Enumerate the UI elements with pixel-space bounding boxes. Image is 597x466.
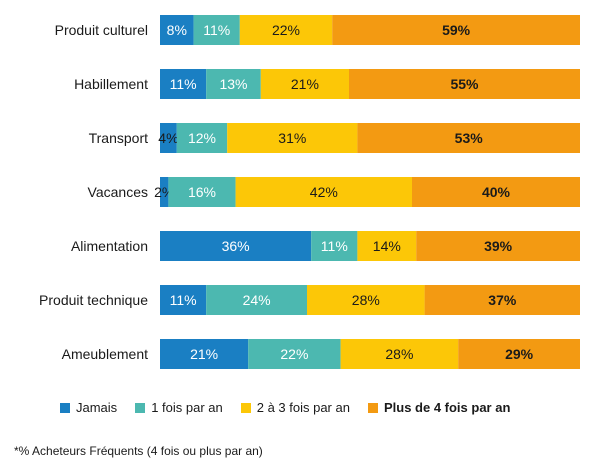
data-label-1-fois-par-an-vacances: 16% <box>188 184 216 200</box>
data-label-1-fois-par-an-produit-culturel: 11% <box>203 22 230 38</box>
category-label-vacances: Vacances <box>88 184 148 200</box>
legend-swatch-2-a-3-fois <box>240 402 251 413</box>
data-label-1-fois-par-an-transport: 12% <box>188 130 216 146</box>
bar-segment-jamais-habillement <box>160 69 207 99</box>
data-label-2-a-3-fois-par-an-alimentation: 14% <box>373 238 401 254</box>
data-label-jamais-alimentation: 36% <box>222 238 250 254</box>
bar-segment-1-fois-par-an-habillement <box>206 69 261 99</box>
data-label-2-a-3-fois-par-an-produit-technique: 28% <box>352 292 380 308</box>
legend-item-jamais: Jamais <box>60 400 117 415</box>
bar-segment-2-a-3-fois-par-an-produit-culturel <box>239 15 333 45</box>
data-label-2-a-3-fois-par-an-transport: 31% <box>278 130 306 146</box>
data-label-1-fois-par-an-produit-technique: 24% <box>243 292 271 308</box>
bar-segment-plus-de-4-fois-par-an-produit-technique <box>424 285 580 315</box>
bar-segment-jamais-alimentation <box>160 231 312 261</box>
data-label-plus-de-4-fois-par-an-produit-technique: 37% <box>488 292 517 308</box>
legend-item-1-fois: 1 fois par an <box>135 400 223 415</box>
bar-segment-plus-de-4-fois-par-an-ameublement <box>458 339 580 369</box>
bar-segment-1-fois-par-an-produit-culturel <box>193 15 240 45</box>
data-label-1-fois-par-an-alimentation: 11% <box>321 238 348 254</box>
data-label-jamais-produit-culturel: 8% <box>167 22 187 38</box>
bar-segment-2-a-3-fois-par-an-habillement <box>260 69 349 99</box>
legend-swatch-plus-de-4-fois <box>367 402 378 413</box>
data-label-plus-de-4-fois-par-an-ameublement: 29% <box>505 346 534 362</box>
bar-segment-plus-de-4-fois-par-an-vacances <box>412 177 580 207</box>
data-label-plus-de-4-fois-par-an-alimentation: 39% <box>484 238 513 254</box>
legend-label-1-fois: 1 fois par an <box>151 400 223 415</box>
bar-segment-1-fois-par-an-produit-technique <box>206 285 307 315</box>
legend-item-plus-de-4-fois: Plus de 4 fois par an <box>367 400 511 415</box>
bar-segment-2-a-3-fois-par-an-alimentation <box>357 231 417 261</box>
bar-segment-jamais-transport <box>160 123 177 153</box>
data-label-plus-de-4-fois-par-an-produit-culturel: 59% <box>442 22 471 38</box>
category-label-produit-technique: Produit technique <box>39 292 148 308</box>
bar-segment-jamais-produit-culturel <box>160 15 194 45</box>
data-label-jamais-habillement: 11% <box>170 76 197 92</box>
bar-segment-plus-de-4-fois-par-an-transport <box>357 123 580 153</box>
bar-segment-2-a-3-fois-par-an-ameublement <box>340 339 459 369</box>
data-label-2-a-3-fois-par-an-produit-culturel: 22% <box>272 22 300 38</box>
bar-segment-jamais-produit-technique <box>160 285 207 315</box>
legend-item-2-a-3-fois: 2 à 3 fois par an <box>240 400 350 415</box>
bar-segment-1-fois-par-an-vacances <box>168 177 236 207</box>
category-label-produit-culturel: Produit culturel <box>55 22 148 38</box>
legend-label-plus-de-4-fois: Plus de 4 fois par an <box>383 400 511 415</box>
data-label-1-fois-par-an-ameublement: 22% <box>280 346 308 362</box>
data-label-plus-de-4-fois-par-an-transport: 53% <box>455 130 484 146</box>
legend: Jamais 1 fois par an 2 à 3 fois par an P… <box>60 400 528 415</box>
legend-label-jamais: Jamais <box>76 400 118 415</box>
footnote: *% Acheteurs Fréquents (4 fois ou plus p… <box>14 444 263 458</box>
bar-segment-1-fois-par-an-alimentation <box>311 231 358 261</box>
legend-swatch-1-fois <box>135 402 146 413</box>
bar-segment-jamais-ameublement <box>160 339 249 369</box>
bar-segment-plus-de-4-fois-par-an-alimentation <box>416 231 580 261</box>
bar-segment-jamais-vacances <box>160 177 169 207</box>
stacked-bar-chart: Produit culturel 8% 11% 22% 59% Habillement 11… <box>39 15 580 369</box>
data-label-plus-de-4-fois-par-an-habillement: 55% <box>450 76 479 92</box>
bar-segment-1-fois-par-an-transport <box>176 123 228 153</box>
bar-segment-2-a-3-fois-par-an-vacances <box>235 177 412 207</box>
data-label-1-fois-par-an-habillement: 13% <box>219 76 247 92</box>
bar-segment-1-fois-par-an-ameublement <box>248 339 341 369</box>
bar-segment-2-a-3-fois-par-an-produit-technique <box>307 285 425 315</box>
data-label-2-a-3-fois-par-an-habillement: 21% <box>291 76 319 92</box>
bar-segment-plus-de-4-fois-par-an-produit-culturel <box>332 15 580 45</box>
bar-segment-2-a-3-fois-par-an-transport <box>227 123 358 153</box>
data-label-plus-de-4-fois-par-an-vacances: 40% <box>482 184 511 200</box>
data-label-jamais-ameublement: 21% <box>190 346 218 362</box>
data-label-jamais-transport: 4% <box>158 130 178 146</box>
category-label-ameublement: Ameublement <box>62 346 148 362</box>
category-label-alimentation: Alimentation <box>71 238 148 254</box>
category-label-transport: Transport <box>89 130 149 146</box>
data-label-2-a-3-fois-par-an-vacances: 42% <box>310 184 338 200</box>
data-label-jamais-produit-technique: 11% <box>170 292 197 308</box>
legend-swatch-jamais <box>60 402 70 413</box>
bar-segment-plus-de-4-fois-par-an-habillement <box>349 69 580 99</box>
data-label-2-a-3-fois-par-an-ameublement: 28% <box>385 346 413 362</box>
category-label-habillement: Habillement <box>74 76 148 92</box>
legend-label-2-a-3-fois: 2 à 3 fois par an <box>256 400 350 415</box>
